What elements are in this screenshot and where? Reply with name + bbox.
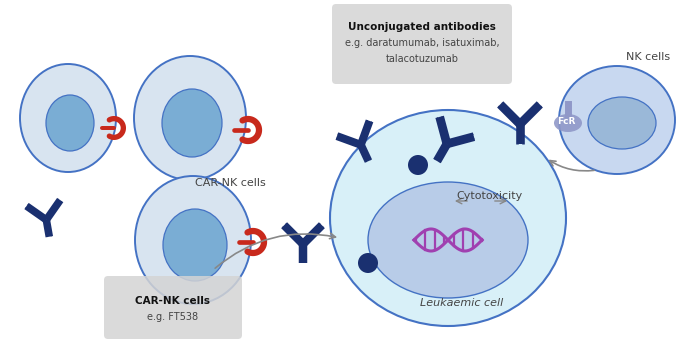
Text: talacotuzumab: talacotuzumab <box>386 54 458 64</box>
Ellipse shape <box>554 114 582 132</box>
Ellipse shape <box>135 176 251 304</box>
Ellipse shape <box>163 209 227 281</box>
FancyBboxPatch shape <box>332 4 512 84</box>
Ellipse shape <box>20 64 116 172</box>
Ellipse shape <box>46 95 94 151</box>
Ellipse shape <box>162 89 222 157</box>
Text: Unconjugated antibodies: Unconjugated antibodies <box>348 22 496 32</box>
Text: Leukaemic cell: Leukaemic cell <box>421 298 503 308</box>
Text: CAR-NK cells: CAR-NK cells <box>136 296 210 306</box>
Text: e.g. FT538: e.g. FT538 <box>147 312 199 322</box>
Circle shape <box>408 155 428 175</box>
Ellipse shape <box>588 97 656 149</box>
Text: NK cells: NK cells <box>626 52 670 62</box>
Text: e.g. daratumumab, isatuximab,: e.g. daratumumab, isatuximab, <box>345 38 499 48</box>
Circle shape <box>358 253 378 273</box>
Text: CAR-NK cells: CAR-NK cells <box>195 178 265 188</box>
Ellipse shape <box>134 56 246 180</box>
Text: FcR: FcR <box>557 117 575 126</box>
FancyBboxPatch shape <box>104 276 242 339</box>
Ellipse shape <box>368 182 528 298</box>
Ellipse shape <box>559 66 675 174</box>
Ellipse shape <box>330 110 566 326</box>
Text: Cytotoxicity: Cytotoxicity <box>457 191 523 201</box>
